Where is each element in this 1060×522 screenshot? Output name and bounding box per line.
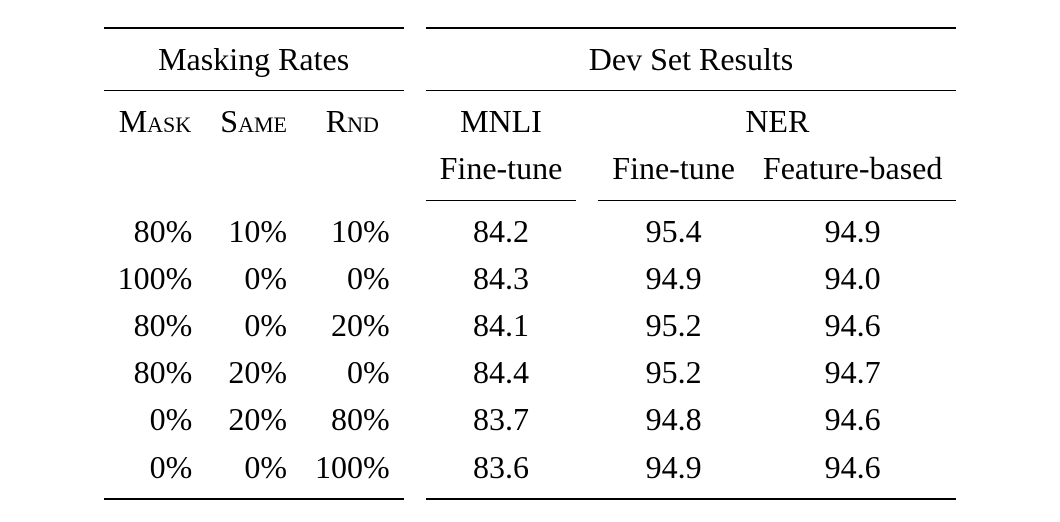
cmid-rule-mnli bbox=[426, 200, 577, 201]
col-header-ner: NER bbox=[598, 94, 956, 145]
table-row: 0%0%100%83.694.994.6 bbox=[104, 444, 957, 495]
cell-rnd: 20% bbox=[301, 302, 404, 349]
table-row: 80%0%20% 84.1 95.294.6 bbox=[104, 302, 957, 349]
col-subheader-ner-finetune: Fine-tune bbox=[598, 145, 749, 196]
top-rule-right bbox=[426, 27, 957, 29]
results-table: Masking Rates Dev Set Results Mask Same … bbox=[104, 24, 957, 503]
cell-same: 20% bbox=[206, 349, 301, 396]
cell-ner-featurebased: 94.6 bbox=[749, 444, 956, 495]
col-header-rnd: Rnd bbox=[301, 94, 404, 145]
col-header-same: Same bbox=[206, 94, 301, 145]
cell-mnli-finetune: 84.3 bbox=[426, 255, 577, 302]
cell-ner-featurebased: 94.0 bbox=[749, 255, 956, 302]
cell-mnli-finetune: 83.6 bbox=[426, 444, 577, 495]
cell-mask: 0% bbox=[104, 396, 207, 443]
cell-ner-featurebased: 94.9 bbox=[749, 204, 956, 255]
cell-mask: 80% bbox=[104, 349, 207, 396]
masking-rates-header: Masking Rates bbox=[104, 32, 404, 87]
cell-mnli-finetune: 84.2 bbox=[426, 204, 577, 255]
cell-ner-finetune: 94.9 bbox=[598, 255, 749, 302]
table-row: 80%10%10%84.295.494.9 bbox=[104, 204, 957, 255]
table-row: 80%20%0% 84.4 95.294.7 bbox=[104, 349, 957, 396]
cmid-rule-ner bbox=[598, 200, 956, 201]
cell-rnd: 80% bbox=[301, 396, 404, 443]
dev-set-results-header: Dev Set Results bbox=[426, 32, 957, 87]
cell-ner-featurebased: 94.6 bbox=[749, 302, 956, 349]
bottom-rule-left bbox=[104, 498, 404, 500]
cell-mnli-finetune: 83.7 bbox=[426, 396, 577, 443]
table-row: 100%0%0%84.394.994.0 bbox=[104, 255, 957, 302]
mid-rule-right bbox=[426, 90, 957, 91]
cell-same: 0% bbox=[206, 444, 301, 495]
cell-mask: 80% bbox=[104, 204, 207, 255]
cell-rnd: 0% bbox=[301, 255, 404, 302]
cell-same: 10% bbox=[206, 204, 301, 255]
mid-rule-left bbox=[104, 90, 404, 91]
cell-ner-finetune: 95.2 bbox=[598, 302, 749, 349]
col-subheader-mnli-finetune: Fine-tune bbox=[426, 145, 577, 196]
cell-ner-featurebased: 94.7 bbox=[749, 349, 956, 396]
cell-mask: 0% bbox=[104, 444, 207, 495]
cell-mnli-finetune: 84.1 bbox=[426, 302, 577, 349]
top-rule-left bbox=[104, 27, 404, 29]
cell-same: 20% bbox=[206, 396, 301, 443]
cell-rnd: 100% bbox=[301, 444, 404, 495]
col-header-mnli: MNLI bbox=[426, 94, 577, 145]
cell-ner-featurebased: 94.6 bbox=[749, 396, 956, 443]
cell-ner-finetune: 94.9 bbox=[598, 444, 749, 495]
col-header-mask: Mask bbox=[104, 94, 207, 145]
table-row: 0%20%80% 83.7 94.894.6 bbox=[104, 396, 957, 443]
bottom-rule-right bbox=[426, 498, 957, 500]
cell-rnd: 0% bbox=[301, 349, 404, 396]
cell-same: 0% bbox=[206, 255, 301, 302]
cell-rnd: 10% bbox=[301, 204, 404, 255]
cell-mask: 100% bbox=[104, 255, 207, 302]
cell-ner-finetune: 95.2 bbox=[598, 349, 749, 396]
cell-ner-finetune: 95.4 bbox=[598, 204, 749, 255]
cell-same: 0% bbox=[206, 302, 301, 349]
col-subheader-ner-featurebased: Feature-based bbox=[749, 145, 956, 196]
cell-mask: 80% bbox=[104, 302, 207, 349]
cell-mnli-finetune: 84.4 bbox=[426, 349, 577, 396]
cell-ner-finetune: 94.8 bbox=[598, 396, 749, 443]
